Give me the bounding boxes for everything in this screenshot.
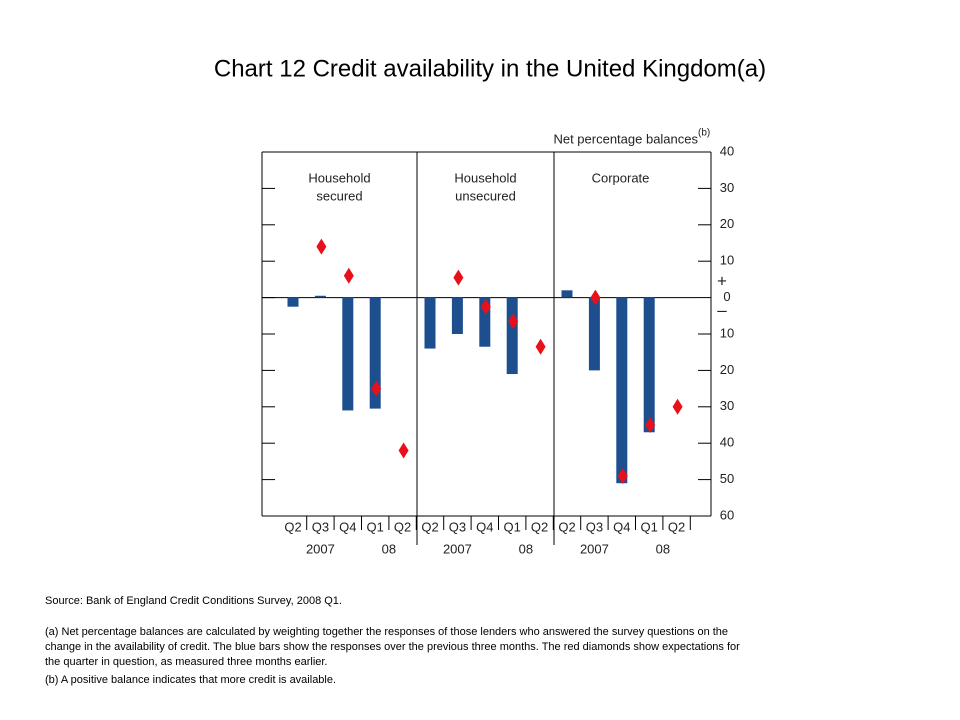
x-tick-label: Q1 [641, 519, 658, 534]
x-group-label: 08 [519, 541, 533, 556]
note: the quarter in question, as measured thr… [45, 656, 328, 668]
x-group-label: 2007 [443, 541, 472, 556]
negative-sign: – [717, 300, 727, 319]
diamond-marker [343, 267, 354, 284]
panel-title: Household [308, 170, 370, 185]
x-tick-label: Q3 [449, 519, 466, 534]
diamond-marker [645, 417, 656, 433]
note: change in the availability of credit. Th… [45, 641, 740, 653]
bar [506, 297, 518, 375]
source: Source: Bank of England Credit Condition… [45, 595, 342, 607]
diamond-marker [371, 380, 382, 397]
x-tick-label: Q2 [394, 519, 411, 534]
x-group-label: 2007 [580, 541, 609, 556]
x-group-label: 08 [382, 541, 396, 556]
x-tick-label: Q4 [339, 519, 356, 534]
y-tick-label: 10 [720, 253, 734, 268]
y-tick-label: 50 [720, 471, 734, 486]
x-tick-label: Q2 [558, 519, 575, 534]
panel-title: secured [316, 188, 362, 203]
bar [479, 297, 491, 347]
y-tick-label: 30 [720, 180, 734, 195]
diamond-marker [672, 398, 683, 415]
y-axis-label: Net percentage balances [553, 131, 698, 146]
note: (a) Net percentage balances are calculat… [45, 626, 728, 638]
y-tick-label: 20 [720, 216, 734, 231]
x-tick-label: Q1 [367, 519, 384, 534]
x-tick-label: Q2 [284, 519, 301, 534]
x-tick-label: Q4 [613, 519, 630, 534]
x-group-label: 08 [656, 541, 670, 556]
note: (b) A positive balance indicates that mo… [45, 674, 336, 686]
bar [314, 295, 326, 298]
x-tick-label: Q4 [476, 519, 493, 534]
diamond-marker [453, 269, 464, 286]
y-tick-label: 60 [720, 507, 734, 522]
bar [424, 297, 436, 349]
bar [369, 297, 381, 409]
diamond-marker [316, 238, 327, 255]
y-tick-label: 10 [720, 325, 734, 340]
chart-title: Chart 12 Credit availability in the Unit… [214, 55, 766, 82]
diamond-marker [590, 289, 601, 306]
x-tick-label: Q1 [504, 519, 521, 534]
positive-sign: + [717, 271, 727, 290]
y-tick-label: 30 [720, 398, 734, 413]
bar [616, 297, 628, 484]
bar [451, 297, 463, 334]
x-tick-label: Q2 [421, 519, 438, 534]
y-tick-label: 20 [720, 362, 734, 377]
y-tick-label: 40 [720, 143, 734, 158]
panel-title: Corporate [592, 170, 650, 185]
bar [588, 297, 600, 371]
bar [287, 297, 299, 307]
diamond-marker [480, 298, 491, 315]
x-tick-label: Q3 [312, 519, 329, 534]
diamond-marker [398, 442, 409, 459]
bar [561, 290, 573, 298]
diamond-marker [535, 338, 546, 355]
panel-title: unsecured [455, 188, 516, 203]
y-tick-label: 0 [723, 289, 730, 304]
diamond-marker [508, 313, 519, 330]
x-group-label: 2007 [306, 541, 335, 556]
x-tick-label: Q3 [586, 519, 603, 534]
panel-title: Household [454, 170, 516, 185]
bar [643, 297, 655, 433]
y-axis-label-note: (b) [698, 128, 710, 139]
x-tick-label: Q2 [531, 519, 548, 534]
bar [342, 297, 354, 411]
x-tick-label: Q2 [668, 519, 685, 534]
y-tick-label: 40 [720, 435, 734, 450]
diamond-marker [617, 467, 628, 484]
